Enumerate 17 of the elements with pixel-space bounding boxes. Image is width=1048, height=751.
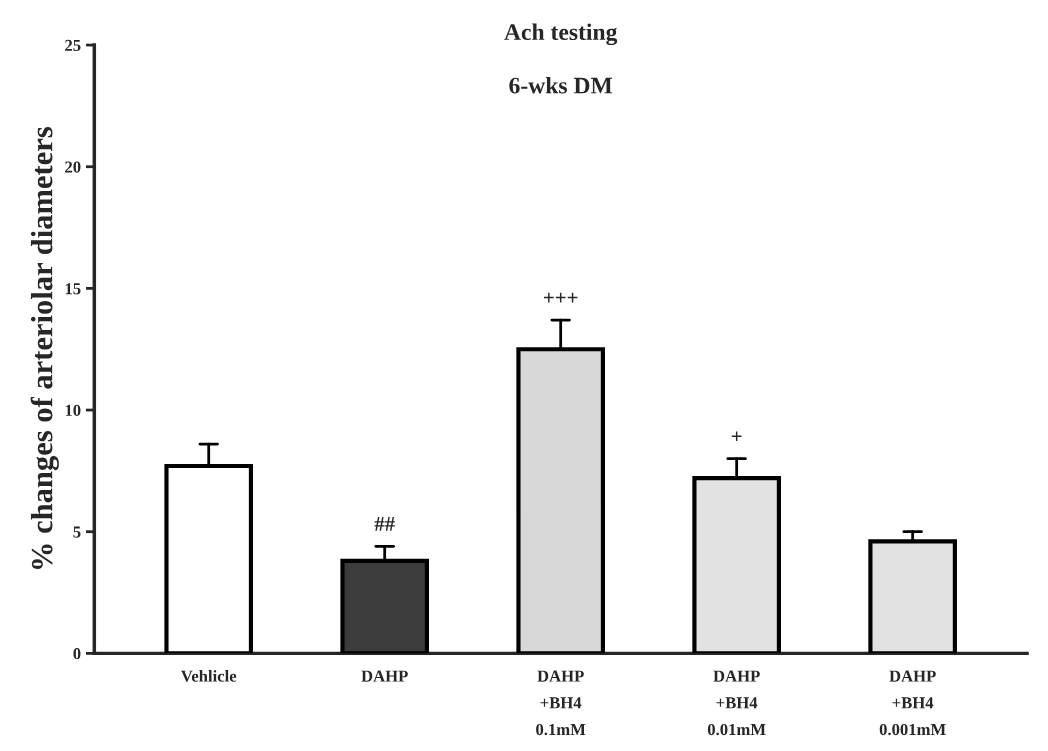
y-axis-title: % changes of arteriolar diameters (30, 127, 59, 569)
y-tick-label: 0 (73, 648, 81, 660)
x-tick-label: Vehlicle (180, 670, 237, 682)
data-label: ## (374, 517, 395, 531)
y-tick-label: 25 (65, 39, 81, 52)
y-tick-label: 5 (73, 526, 81, 538)
data-label: +++ (543, 292, 578, 303)
x-tick-label: DAHP +BH4 0.01mM (707, 670, 766, 736)
y-tick-label: 20 (65, 161, 81, 173)
chart-title: Ach testing (504, 23, 618, 46)
text: 6-wks DM (509, 76, 613, 94)
y-tick-label: 15 (65, 283, 81, 295)
x-tick-label: DAHP (361, 670, 408, 682)
x-tick-label: DAHP +BH4 0.001mM (879, 670, 946, 736)
y-tick-label: 10 (65, 404, 81, 416)
data-label: + (731, 431, 742, 442)
x-tick-label: DAHP +BH4 0.1mM (536, 670, 586, 736)
